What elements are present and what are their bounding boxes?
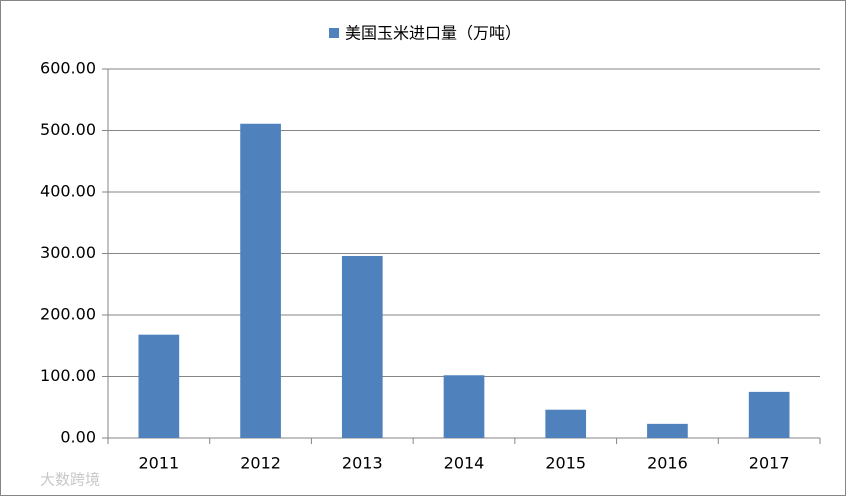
x-tick-label: 2016 [647,454,688,473]
x-tick-label: 2014 [444,454,485,473]
x-tick-label: 2012 [240,454,281,473]
x-tick-label: 2015 [545,454,586,473]
y-tick-label: 400.00 [40,182,96,201]
y-tick-label: 200.00 [40,305,96,324]
bar [341,255,383,438]
y-tick-label: 300.00 [40,243,96,262]
bar [138,334,180,438]
y-tick-label: 600.00 [40,59,96,78]
x-tick-label: 2013 [342,454,383,473]
bar [443,375,485,438]
legend-swatch [329,28,339,38]
bar [647,423,688,438]
legend-label: 美国玉米进口量（万吨） [345,24,521,43]
y-tick-label: 0.00 [60,428,96,447]
x-tick-label: 2017 [749,454,790,473]
bar [748,391,790,438]
bar [545,409,587,438]
y-tick-label: 500.00 [40,120,96,139]
x-tick-label: 2011 [138,454,179,473]
y-tick-label: 100.00 [40,366,96,385]
watermark: 大数跨境 [40,471,100,489]
bar [240,123,281,439]
